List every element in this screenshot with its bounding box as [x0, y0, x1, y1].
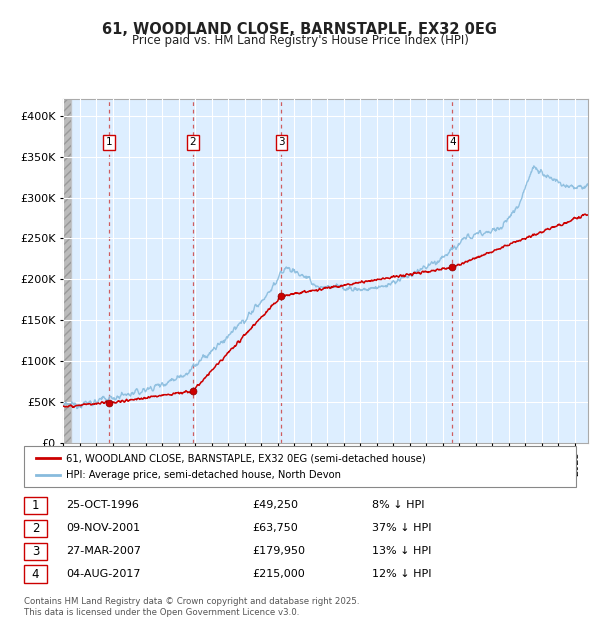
- Text: 1: 1: [106, 137, 113, 147]
- Text: 27-MAR-2007: 27-MAR-2007: [66, 546, 141, 556]
- Text: 8% ↓ HPI: 8% ↓ HPI: [372, 500, 425, 510]
- Text: 2: 2: [190, 137, 196, 147]
- Text: £179,950: £179,950: [252, 546, 305, 556]
- Text: 61, WOODLAND CLOSE, BARNSTAPLE, EX32 0EG: 61, WOODLAND CLOSE, BARNSTAPLE, EX32 0EG: [103, 22, 497, 37]
- Text: 3: 3: [278, 137, 285, 147]
- Bar: [63, 99, 71, 443]
- Bar: [63, 99, 71, 443]
- Text: £215,000: £215,000: [252, 569, 305, 579]
- Text: 3: 3: [32, 545, 39, 557]
- Text: 13% ↓ HPI: 13% ↓ HPI: [372, 546, 431, 556]
- Text: 4: 4: [449, 137, 456, 147]
- Text: HPI: Average price, semi-detached house, North Devon: HPI: Average price, semi-detached house,…: [66, 471, 341, 480]
- Text: 4: 4: [32, 568, 39, 580]
- Text: Contains HM Land Registry data © Crown copyright and database right 2025.
This d: Contains HM Land Registry data © Crown c…: [24, 598, 359, 617]
- Text: £49,250: £49,250: [252, 500, 298, 510]
- Text: 25-OCT-1996: 25-OCT-1996: [66, 500, 139, 510]
- Text: Price paid vs. HM Land Registry's House Price Index (HPI): Price paid vs. HM Land Registry's House …: [131, 34, 469, 47]
- Text: 1: 1: [32, 499, 39, 511]
- Text: 12% ↓ HPI: 12% ↓ HPI: [372, 569, 431, 579]
- Text: 37% ↓ HPI: 37% ↓ HPI: [372, 523, 431, 533]
- Text: 2: 2: [32, 522, 39, 534]
- Text: 09-NOV-2001: 09-NOV-2001: [66, 523, 140, 533]
- Text: 61, WOODLAND CLOSE, BARNSTAPLE, EX32 0EG (semi-detached house): 61, WOODLAND CLOSE, BARNSTAPLE, EX32 0EG…: [66, 453, 426, 464]
- Text: £63,750: £63,750: [252, 523, 298, 533]
- Text: 04-AUG-2017: 04-AUG-2017: [66, 569, 140, 579]
